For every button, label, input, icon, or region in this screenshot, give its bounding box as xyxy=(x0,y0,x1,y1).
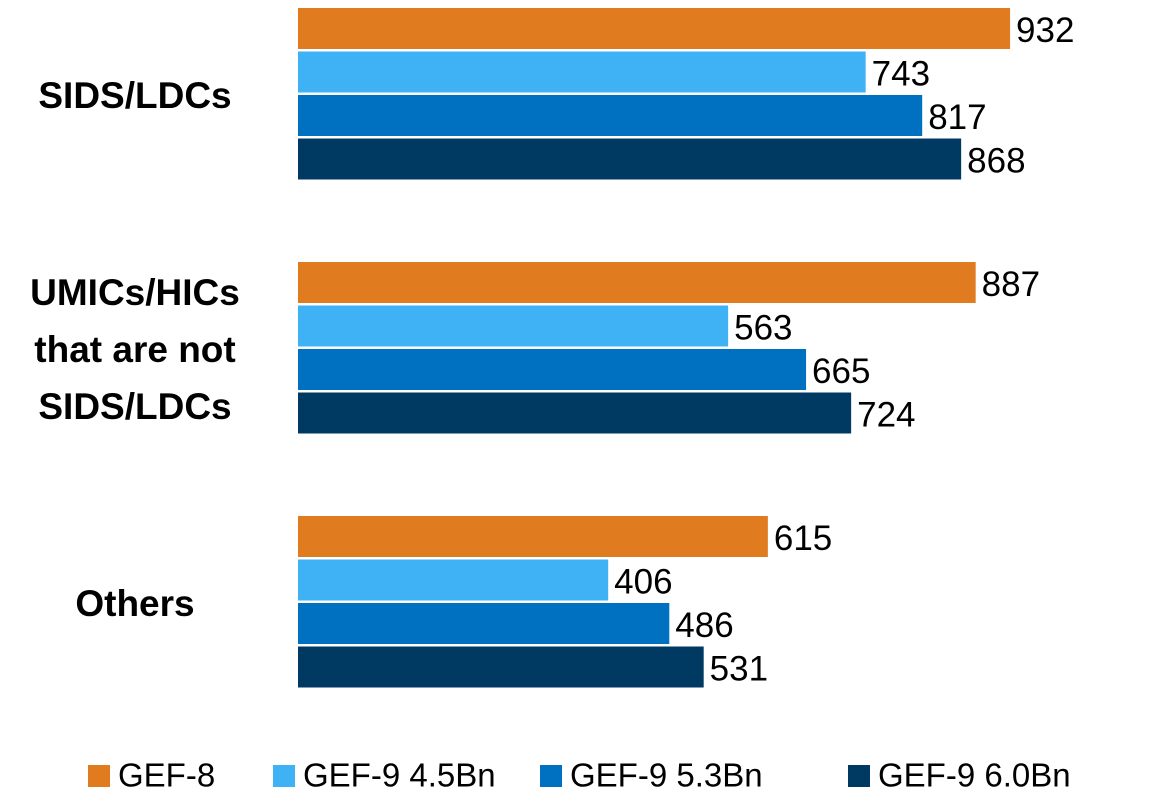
bar xyxy=(298,646,704,688)
bar xyxy=(298,305,729,347)
bar xyxy=(298,349,807,390)
data-label: 887 xyxy=(982,265,1040,304)
bar xyxy=(298,262,976,303)
bar xyxy=(298,51,866,93)
bar xyxy=(298,516,768,557)
data-label: 724 xyxy=(857,395,915,434)
bar xyxy=(298,95,923,136)
legend-swatch xyxy=(540,765,562,787)
data-label: 615 xyxy=(774,519,832,558)
data-label: 406 xyxy=(614,562,672,601)
legend-label: GEF-8 xyxy=(118,757,215,792)
data-label: 932 xyxy=(1016,11,1074,50)
category-label: SIDS/LDCs xyxy=(38,74,232,116)
bar xyxy=(298,603,670,644)
legend-label: GEF-9 5.3Bn xyxy=(570,757,763,792)
bar xyxy=(298,138,962,180)
category-label: Others xyxy=(75,582,195,624)
data-label: 817 xyxy=(928,98,986,137)
bar xyxy=(298,392,852,434)
legend-swatch xyxy=(88,765,110,787)
data-label: 486 xyxy=(675,606,733,645)
legend-label: GEF-9 6.0Bn xyxy=(878,757,1071,792)
bar xyxy=(298,8,1011,49)
legend-swatch xyxy=(273,765,295,787)
data-label: 665 xyxy=(812,352,870,391)
legend-swatch xyxy=(848,765,870,787)
legend-label: GEF-9 4.5Bn xyxy=(303,757,496,792)
data-label: 563 xyxy=(734,308,792,347)
bar xyxy=(298,559,609,601)
data-label: 868 xyxy=(967,141,1025,180)
data-label: 531 xyxy=(710,649,768,688)
category-label: UMICs/HICs that are not SIDS/LDCs xyxy=(30,271,240,427)
data-label: 743 xyxy=(872,54,930,93)
